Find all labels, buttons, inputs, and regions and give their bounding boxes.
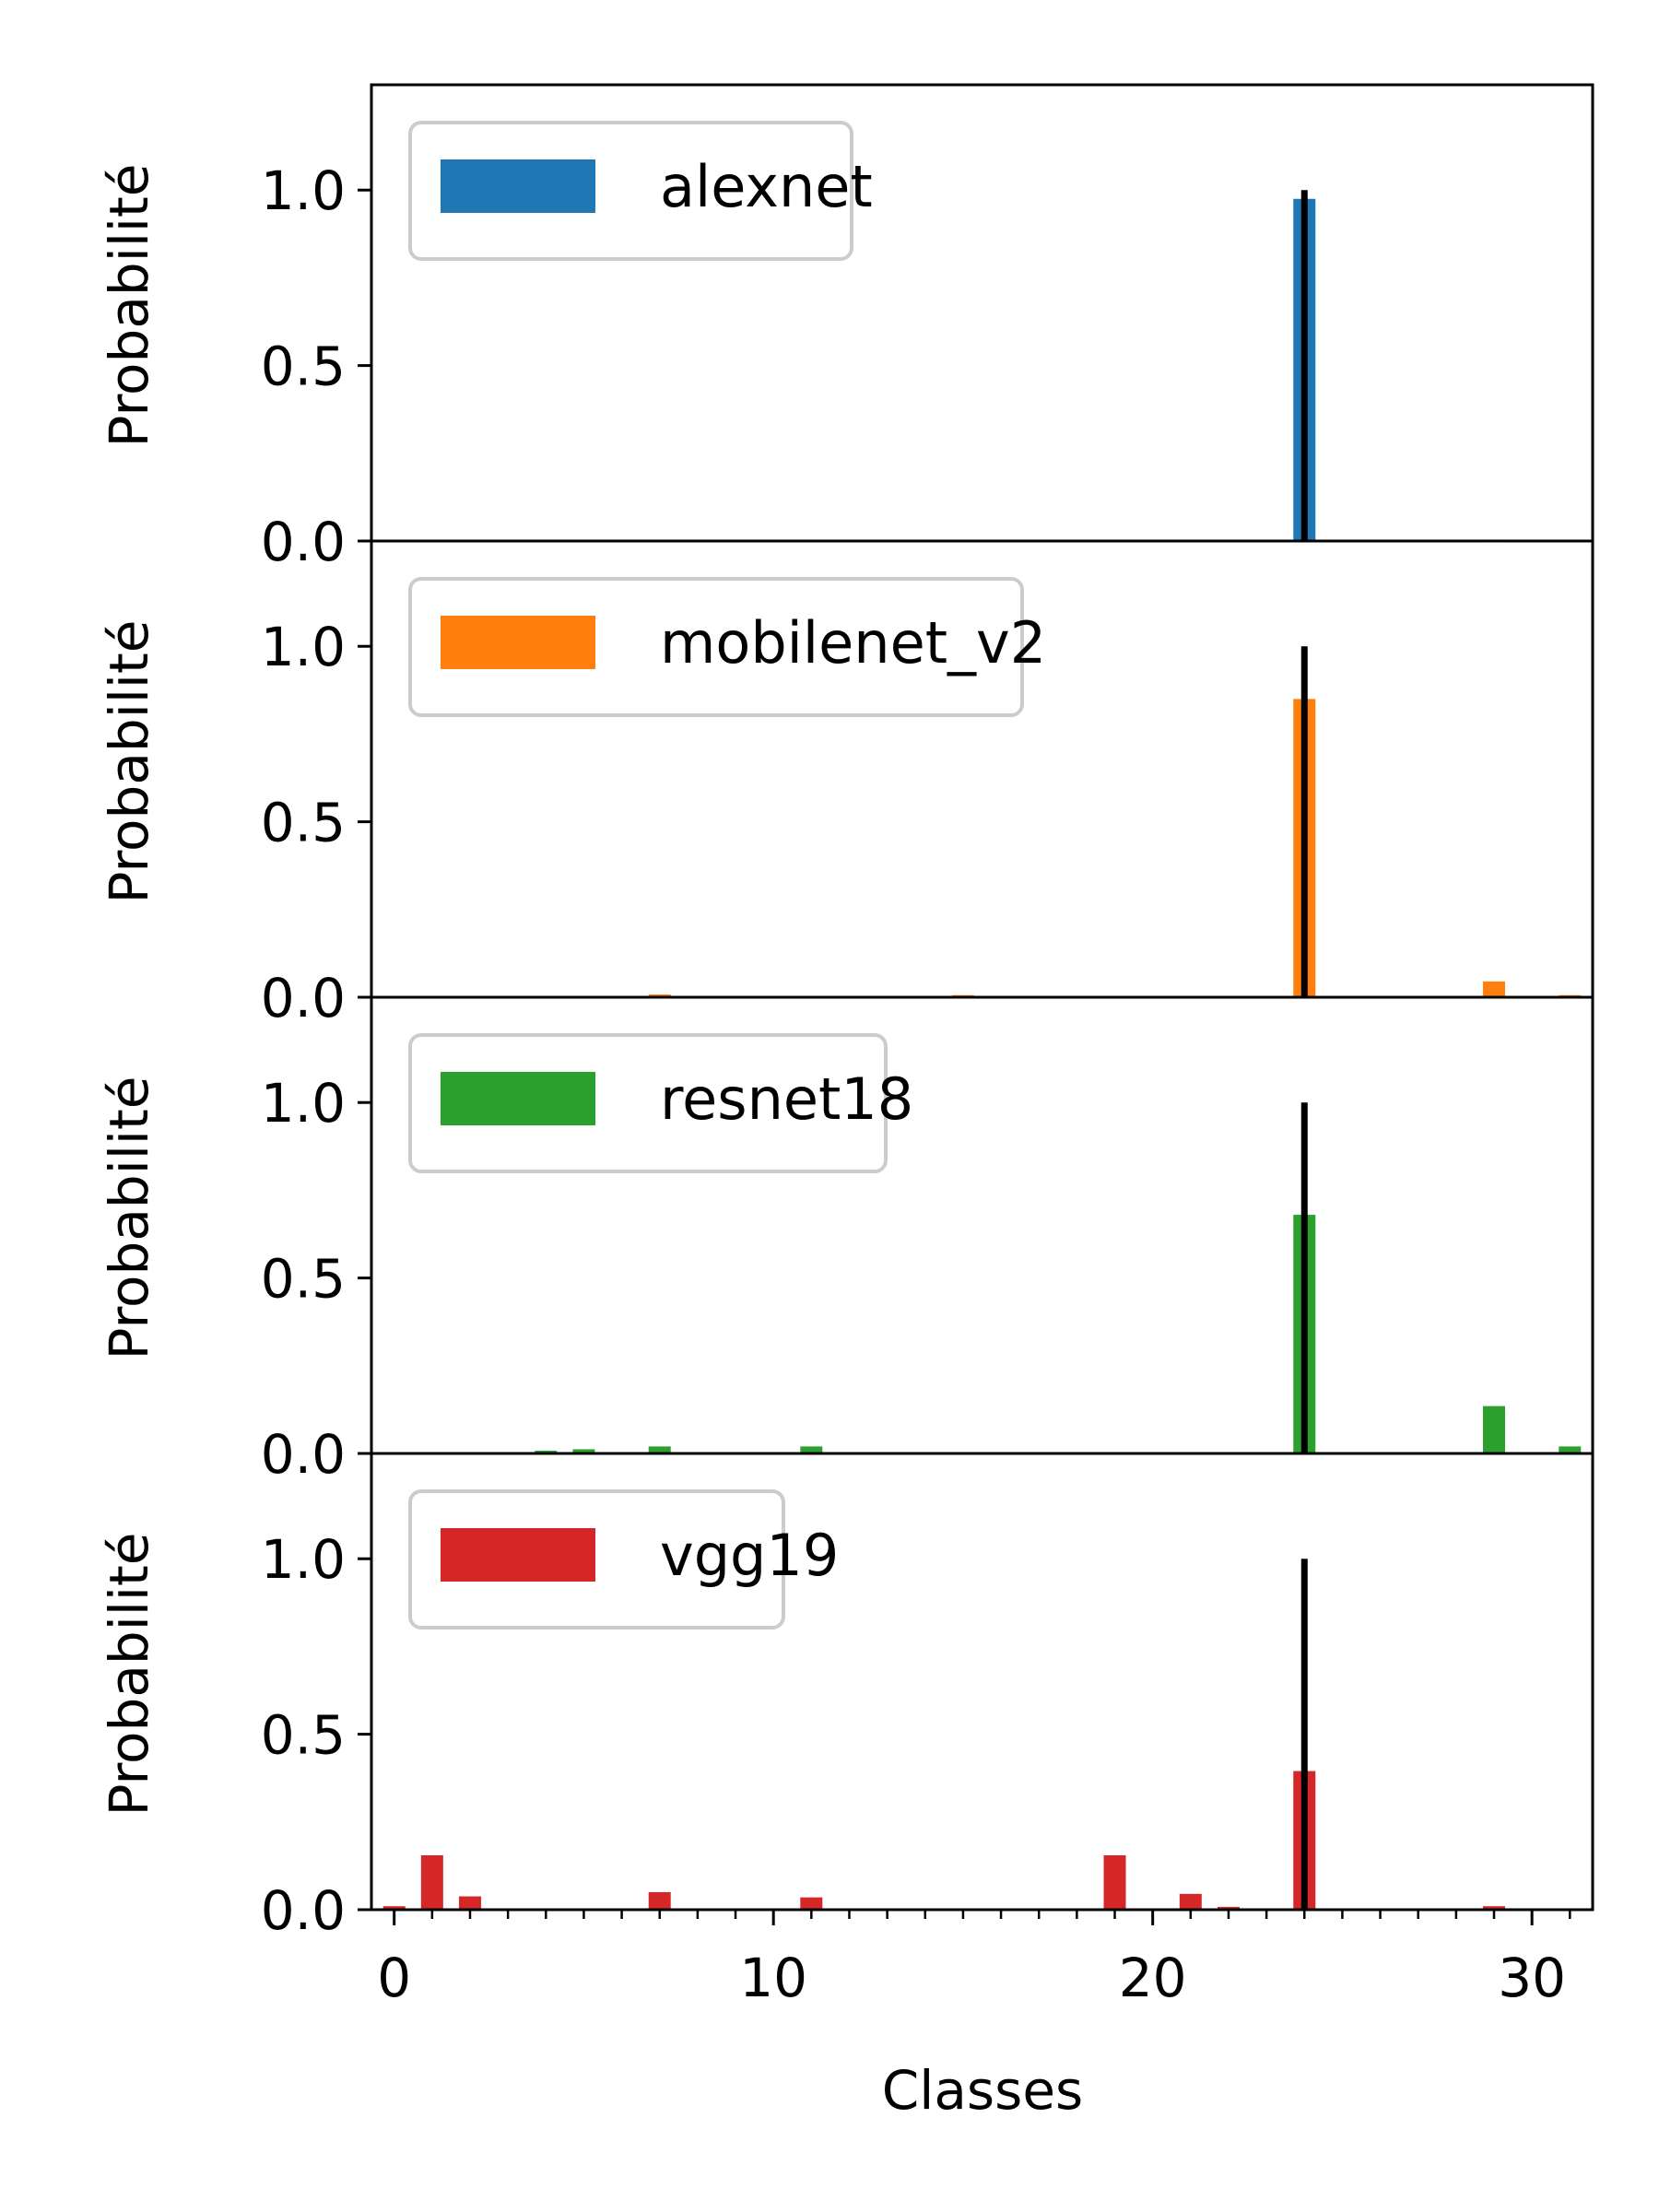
bar-resnet18-class-11	[800, 1446, 823, 1453]
x-tick-label-30: 30	[1498, 1947, 1566, 2009]
legend-swatch-resnet18	[441, 1072, 595, 1125]
legend-box-alexnet	[408, 121, 853, 261]
legend-box-resnet18	[408, 1033, 888, 1173]
legend-vgg19: vgg19	[408, 1489, 839, 1630]
x-tick-label-10: 10	[739, 1947, 807, 2009]
legend-swatch-mobilenet_v2	[441, 616, 595, 669]
legend-alexnet: alexnet	[408, 121, 873, 261]
y-tick-label-alexnet-2: 1.0	[261, 159, 346, 222]
y-tick-label-vgg19-0: 0.0	[261, 1879, 346, 1942]
bar-vgg19-class-21	[1179, 1893, 1202, 1910]
y-tick-label-alexnet-0: 0.0	[261, 511, 346, 573]
bar-resnet18-class-7	[648, 1446, 671, 1453]
y-tick-label-mobilenet_v2-0: 0.0	[261, 967, 346, 1030]
bar-vgg19-class-19	[1103, 1854, 1126, 1910]
bar-vgg19-class-7	[648, 1891, 671, 1910]
x-axis: 0 10 20 30	[377, 1910, 1571, 2009]
panel-mobilenet_v2: 0.0 0.5 1.0 Probabilité mobilenet_v2	[98, 539, 1594, 1030]
bar-vgg19-class-2	[458, 1896, 481, 1910]
y-axis-label-resnet18: Probabilité	[98, 1077, 160, 1360]
y-tick-label-vgg19-1: 0.5	[261, 1704, 346, 1767]
panels: 0.0 0.5 1.0 Probabilité alexnet 0.0 0.5 1.0 Prob…	[98, 83, 1594, 1942]
x-axis-label: Classes	[882, 2059, 1084, 2122]
axes-frame-vgg19	[370, 1452, 1594, 1912]
y-axis-label-alexnet: Probabilité	[98, 164, 160, 448]
legend-label-alexnet: alexnet	[660, 153, 873, 220]
bar-vgg19-class-29	[1483, 1906, 1506, 1910]
legend-mobilenet_v2: mobilenet_v2	[408, 577, 1046, 717]
bar-resnet18-class-31	[1559, 1446, 1582, 1453]
y-tick-label-resnet18-0: 0.0	[261, 1423, 346, 1486]
y-tick-label-mobilenet_v2-1: 0.5	[261, 792, 346, 854]
panel-vgg19: 0.0 0.5 1.0 Probabilité vgg19	[98, 1452, 1594, 1942]
legend-swatch-vgg19	[441, 1528, 595, 1582]
bar-mobilenet_v2-class-7	[648, 994, 671, 997]
bar-vgg19-class-11	[800, 1897, 823, 1910]
bar-vgg19-class-22	[1217, 1906, 1240, 1910]
x-tick-label-20: 20	[1119, 1947, 1187, 2009]
legend-label-mobilenet_v2: mobilenet_v2	[660, 609, 1046, 677]
y-tick-label-resnet18-1: 0.5	[261, 1248, 346, 1311]
legend-box-vgg19	[408, 1489, 785, 1630]
legend-label-vgg19: vgg19	[660, 1522, 839, 1589]
legend-resnet18: resnet18	[408, 1033, 913, 1173]
y-axis-label-vgg19: Probabilité	[98, 1533, 160, 1817]
bar-resnet18-class-5	[572, 1449, 595, 1453]
legend-box-mobilenet_v2	[408, 577, 1024, 717]
bar-vgg19-class-1	[420, 1854, 443, 1910]
y-axis-label-mobilenet_v2: Probabilité	[98, 620, 160, 904]
x-tick-label-0: 0	[377, 1947, 411, 2009]
y-tick-label-mobilenet_v2-2: 1.0	[261, 616, 346, 678]
legend-label-resnet18: resnet18	[660, 1065, 913, 1133]
bar-mobilenet_v2-class-29	[1483, 981, 1506, 997]
bar-resnet18-class-29	[1483, 1406, 1506, 1453]
bar-resnet18-class-4	[535, 1450, 558, 1453]
y-tick-label-vgg19-2: 1.0	[261, 1528, 346, 1591]
y-tick-label-resnet18-2: 1.0	[261, 1072, 346, 1135]
panel-alexnet: 0.0 0.5 1.0 Probabilité alexnet	[98, 83, 1594, 573]
y-tick-label-alexnet-1: 0.5	[261, 335, 346, 398]
bar-vgg19-class-0	[382, 1906, 406, 1910]
legend-swatch-alexnet	[441, 159, 595, 213]
